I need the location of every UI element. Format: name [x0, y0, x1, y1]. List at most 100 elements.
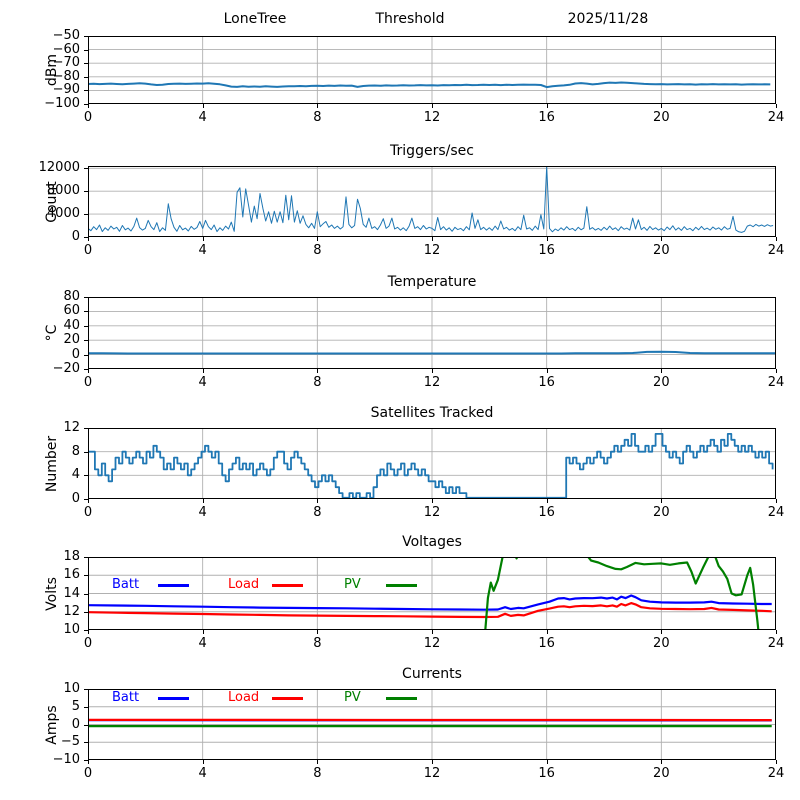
- y-tick-mark: [84, 325, 88, 327]
- x-tick-mark: [661, 237, 663, 241]
- x-tick-label: 24: [767, 110, 785, 125]
- y-tick-mark: [84, 557, 88, 558]
- x-tick-mark: [202, 630, 204, 634]
- x-tick-label: 20: [653, 505, 670, 520]
- y-tick-label: 18: [63, 549, 80, 564]
- x-tick-label: 24: [767, 766, 785, 781]
- x-tick-label: 24: [767, 505, 785, 520]
- x-tick-label: 12: [423, 375, 441, 390]
- y-tick-label: −5: [60, 734, 80, 750]
- triggers-plot: [88, 166, 776, 237]
- x-tick-mark: [546, 630, 548, 634]
- x-tick-label: 12: [423, 766, 441, 781]
- y-tick-mark: [84, 369, 88, 370]
- x-tick-label: 24: [767, 636, 785, 651]
- y-tick-label: −80: [52, 68, 80, 84]
- legend-label-load: Load: [228, 577, 260, 592]
- x-tick-label: 16: [538, 243, 555, 258]
- y-tick-mark: [84, 297, 88, 298]
- x-tick-mark: [546, 369, 548, 373]
- y-tick-mark: [84, 49, 88, 51]
- y-tick-mark: [84, 760, 88, 761]
- x-tick-label: 4: [198, 636, 207, 651]
- panel-title: Triggers/sec: [390, 143, 474, 159]
- y-tick-label: −90: [52, 82, 80, 98]
- x-tick-label: 8: [313, 243, 322, 258]
- x-tick-label: 24: [767, 375, 785, 390]
- x-tick-label: 20: [653, 636, 670, 651]
- x-tick-mark: [661, 630, 663, 634]
- y-tick-label: 8: [71, 443, 80, 459]
- y-tick-label: 80: [63, 289, 80, 304]
- x-tick-label: 0: [83, 110, 93, 125]
- y-tick-mark: [84, 340, 88, 342]
- currents-plot: [88, 689, 776, 760]
- x-tick-mark: [661, 760, 663, 764]
- y-tick-mark: [84, 593, 88, 595]
- legend-label-batt: Batt: [112, 690, 140, 705]
- y-tick-mark: [84, 76, 88, 78]
- x-tick-mark: [317, 369, 319, 373]
- x-tick-label: 12: [423, 110, 441, 125]
- x-tick-mark: [88, 499, 89, 503]
- y-tick-label: 12: [63, 420, 80, 435]
- legend-label-pv: PV: [344, 577, 361, 592]
- x-tick-label: 12: [423, 505, 441, 520]
- y-tick-label: 5: [71, 698, 80, 714]
- date-title: 2025/11/28: [567, 11, 649, 27]
- y-tick-mark: [84, 354, 88, 356]
- x-tick-label: 4: [198, 375, 207, 390]
- x-tick-mark: [202, 369, 204, 373]
- panel-title: Currents: [402, 666, 462, 682]
- y-tick-label: 12: [63, 603, 80, 619]
- y-tick-mark: [84, 428, 88, 429]
- x-tick-mark: [776, 760, 777, 764]
- x-tick-label: 0: [83, 636, 93, 651]
- x-tick-label: 4: [198, 110, 207, 125]
- legend-line-batt: [158, 697, 189, 700]
- x-tick-mark: [317, 237, 319, 241]
- y-tick-label: 60: [63, 303, 80, 319]
- x-tick-label: 20: [653, 243, 670, 258]
- y-tick-label: 4: [71, 467, 80, 483]
- x-tick-mark: [432, 237, 433, 241]
- x-tick-label: 0: [83, 766, 93, 781]
- x-tick-mark: [546, 760, 548, 764]
- y-tick-mark: [84, 742, 88, 744]
- x-tick-label: 16: [538, 636, 555, 651]
- x-tick-label: 12: [423, 636, 441, 651]
- x-tick-label: 24: [767, 243, 785, 258]
- legend-line-load: [272, 697, 303, 700]
- y-tick-label: 10: [63, 681, 80, 696]
- x-tick-mark: [317, 104, 319, 108]
- x-tick-mark: [546, 499, 548, 503]
- legend-label-pv: PV: [344, 690, 361, 705]
- y-tick-label: −20: [52, 361, 80, 376]
- x-tick-mark: [202, 760, 204, 764]
- y-tick-mark: [84, 611, 88, 613]
- legend-label-batt: Batt: [112, 577, 140, 592]
- x-tick-mark: [432, 760, 433, 764]
- x-tick-mark: [202, 104, 204, 108]
- x-tick-label: 4: [198, 766, 207, 781]
- x-tick-mark: [432, 104, 433, 108]
- x-tick-mark: [546, 104, 548, 108]
- y-tick-mark: [84, 90, 88, 92]
- x-tick-label: 0: [83, 375, 93, 390]
- y-tick-mark: [84, 451, 88, 453]
- x-tick-mark: [661, 499, 663, 503]
- x-tick-mark: [432, 499, 433, 503]
- x-tick-label: 20: [653, 110, 670, 125]
- measurement-title: Threshold: [375, 11, 445, 27]
- y-tick-mark: [84, 630, 88, 631]
- x-tick-label: 4: [198, 505, 207, 520]
- x-tick-label: 8: [313, 375, 322, 390]
- y-tick-label: 20: [63, 332, 80, 348]
- x-tick-label: 4: [198, 243, 207, 258]
- x-tick-mark: [202, 237, 204, 241]
- x-tick-label: 16: [538, 766, 555, 781]
